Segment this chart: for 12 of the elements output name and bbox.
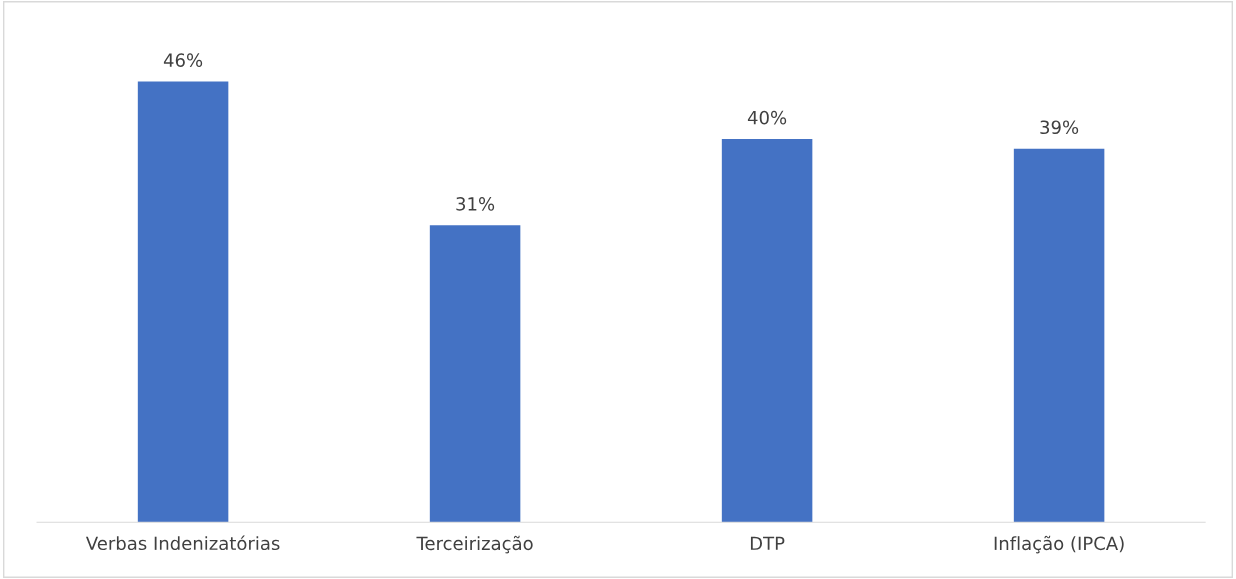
- bar: [721, 139, 813, 523]
- data-label: 40%: [747, 110, 787, 125]
- bar: [429, 225, 521, 523]
- data-label: 46%: [163, 53, 203, 67]
- x-tick-label: Terceirização: [416, 535, 533, 554]
- data-label: 31%: [456, 197, 495, 211]
- x-tick-label: DTP: [750, 536, 785, 550]
- x-tick-label: Inflação (IPCA): [994, 535, 1124, 554]
- x-tick-label: Verbas Indenizatórias: [85, 535, 280, 551]
- bar: [1013, 148, 1105, 523]
- data-label: 39%: [1040, 120, 1079, 135]
- bar: [137, 81, 229, 523]
